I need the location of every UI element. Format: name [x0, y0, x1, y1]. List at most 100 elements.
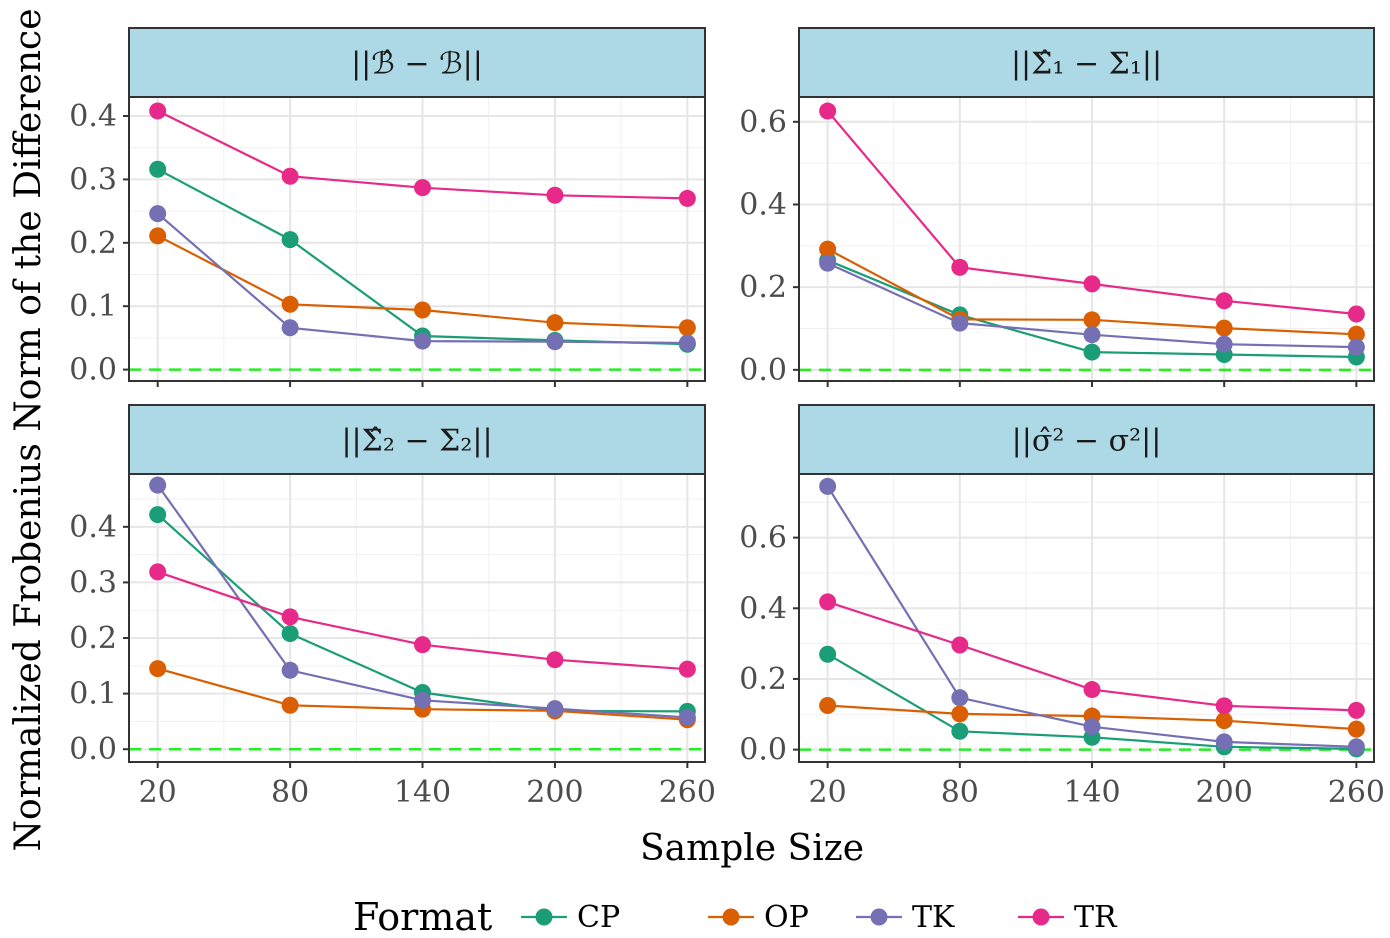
legend-key-point [535, 908, 553, 926]
legend-title: Format [353, 895, 492, 938]
data-point-tk [149, 205, 167, 223]
data-point-op [819, 696, 837, 714]
data-point-cp [149, 160, 167, 178]
y-tick-label: 0.0 [69, 353, 117, 388]
legend-key-point [722, 908, 740, 926]
x-tick-label: 200 [526, 775, 583, 810]
x-tick-label: 200 [1196, 775, 1253, 810]
x-axis-title: Sample Size [640, 828, 864, 869]
facet-panel-3: 20 80 140 200 260 0.0 0.1 0.2 0.3 0.4 ||Σ̂₂ − Σ₂|| [69, 404, 716, 810]
data-point-tk [546, 333, 564, 351]
legend-key-point [1032, 908, 1050, 926]
data-point-tk [281, 319, 299, 337]
y-tick-label: 0.3 [69, 162, 117, 197]
y-tick-label: 0.2 [69, 621, 117, 656]
x-tick-label: 80 [271, 775, 309, 810]
y-tick-label: 0.0 [739, 733, 787, 768]
y-axis-title: Normalized Frobenius Norm of the Differe… [8, 8, 49, 851]
data-point-tr [414, 636, 432, 654]
data-point-op [1347, 720, 1365, 738]
data-point-op [1215, 319, 1233, 337]
y-tick-label: 0.1 [69, 677, 117, 712]
facet-strip-title: ||σ̂² − σ²|| [1012, 424, 1162, 459]
data-point-tk [1347, 738, 1365, 756]
data-point-tr [819, 593, 837, 611]
data-point-cp [281, 625, 299, 643]
data-point-tk [678, 334, 696, 352]
y-tick-label: 0.3 [69, 565, 117, 600]
data-point-tr [149, 563, 167, 581]
data-point-tr [951, 258, 969, 276]
data-point-op [546, 314, 564, 332]
data-point-tr [281, 608, 299, 626]
data-point-op [414, 301, 432, 319]
facet-strip-title: ||ℬ̂ − ℬ|| [351, 47, 483, 82]
data-point-tr [281, 167, 299, 185]
data-point-tk [281, 661, 299, 679]
legend-key-point [870, 908, 888, 926]
data-point-tr [1083, 275, 1101, 293]
data-point-tk [1215, 335, 1233, 353]
data-point-cp [951, 722, 969, 740]
data-point-tk [1215, 733, 1233, 751]
facet-strip [798, 404, 1375, 475]
data-point-op [1215, 712, 1233, 730]
x-tick-label: 80 [941, 775, 979, 810]
y-tick-label: 0.1 [69, 289, 117, 324]
data-point-tk [1347, 338, 1365, 356]
data-point-cp [819, 645, 837, 663]
data-point-tk [951, 689, 969, 707]
x-tick-label: 20 [139, 775, 177, 810]
facet-strip-title: ||Σ̂₁ − Σ₁|| [1011, 47, 1162, 82]
facet-panel-1: 0.0 0.1 0.2 0.3 0.4 ||ℬ̂ − ℬ|| [69, 27, 706, 388]
y-tick-label: 0.0 [69, 732, 117, 767]
y-tick-label: 0.6 [739, 105, 787, 140]
data-point-op [281, 295, 299, 313]
x-tick-label: 260 [659, 775, 716, 810]
data-point-tk [149, 476, 167, 494]
data-point-tk [1083, 718, 1101, 736]
legend-label: OP [764, 900, 809, 935]
legend-item-cp: CP [521, 900, 620, 935]
y-tick-label: 0.4 [69, 99, 117, 134]
y-tick-label: 0.6 [739, 521, 787, 556]
data-point-tr [149, 102, 167, 120]
legend-label: TK [912, 900, 955, 935]
y-tick-label: 0.4 [739, 187, 787, 222]
data-point-op [678, 319, 696, 337]
data-point-op [1347, 325, 1365, 343]
data-point-tr [678, 189, 696, 207]
data-point-tr [819, 102, 837, 120]
facet-panels: 0.0 0.1 0.2 0.3 0.4 ||ℬ̂ − ℬ|| 0.0 0.2 0.4 0.6 ||Σ… [69, 27, 1385, 810]
data-point-tk [414, 691, 432, 709]
data-point-tr [546, 186, 564, 204]
data-point-op [149, 227, 167, 245]
data-point-tk [951, 314, 969, 332]
data-point-tr [1215, 292, 1233, 310]
data-point-cp [1083, 343, 1101, 361]
data-point-tr [546, 651, 564, 669]
panel-background [129, 474, 705, 762]
y-tick-label: 0.0 [739, 353, 787, 388]
y-tick-label: 0.4 [739, 591, 787, 626]
data-point-op [819, 240, 837, 258]
facet-panel-4: 20 80 140 200 260 0.0 0.2 0.4 0.6 ||σ̂² − σ²|| [739, 404, 1385, 810]
facet-strip [128, 27, 706, 98]
data-point-op [149, 660, 167, 678]
facet-strip [128, 404, 706, 475]
data-point-tr [414, 179, 432, 197]
data-point-tk [678, 709, 696, 727]
data-point-tk [819, 254, 837, 272]
data-point-tk [1083, 326, 1101, 344]
y-tick-label: 0.2 [739, 270, 787, 305]
data-point-tr [1215, 697, 1233, 715]
data-point-tr [1347, 305, 1365, 323]
facet-panel-2: 0.0 0.2 0.4 0.6 ||Σ̂₁ − Σ₁|| [739, 27, 1375, 388]
data-point-op [281, 696, 299, 714]
y-tick-label: 0.4 [69, 510, 117, 545]
data-point-tk [819, 477, 837, 495]
facet-strip [798, 27, 1375, 98]
data-point-cp [281, 231, 299, 249]
data-point-op [951, 705, 969, 723]
data-point-op [1083, 311, 1101, 329]
